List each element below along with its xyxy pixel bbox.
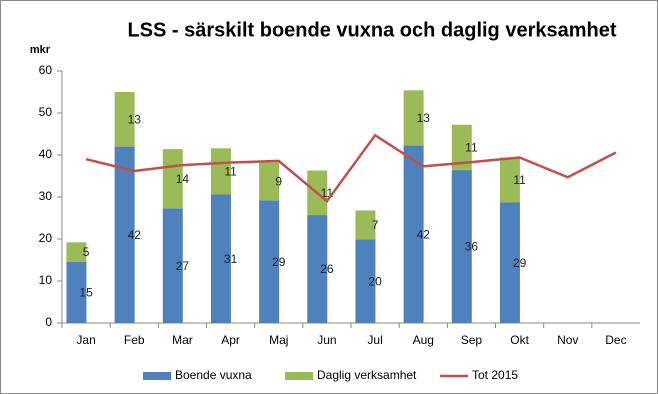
- x-tick-label: Nov: [557, 333, 578, 347]
- bar: [307, 215, 328, 323]
- chart-title: LSS - särskilt boende vuxna och daglig v…: [127, 19, 616, 41]
- bar: [162, 149, 183, 209]
- line: [85, 133, 617, 204]
- y-tick-label: 0: [45, 315, 52, 329]
- x-tick-label: Dec: [605, 333, 626, 347]
- data-label: 36: [465, 240, 479, 254]
- x-tick-label: Mar: [172, 333, 193, 347]
- data-label: 15: [79, 286, 93, 300]
- bar: [66, 261, 87, 323]
- x-tick-label: Aug: [413, 333, 434, 347]
- data-label: 13: [417, 111, 431, 125]
- data-label: 20: [368, 274, 382, 288]
- legend-label: Boende vuxna: [175, 368, 252, 382]
- data-label: 26: [320, 262, 334, 276]
- y-tick-label: 60: [39, 63, 53, 77]
- bar: [403, 145, 424, 323]
- bar: [451, 170, 472, 323]
- data-label: 42: [128, 228, 142, 242]
- data-label: 5: [83, 245, 90, 259]
- y-axis-label: mkr: [30, 44, 51, 56]
- bar: [259, 200, 280, 323]
- bar: [451, 124, 472, 171]
- x-tick-label: Sep: [461, 333, 483, 347]
- data-label: 11: [465, 141, 478, 155]
- data-label: 29: [513, 256, 527, 270]
- y-tick-label: 10: [39, 273, 53, 287]
- legend-swatch: [143, 372, 171, 380]
- y-tick-label: 30: [39, 189, 53, 203]
- bar: [355, 239, 376, 323]
- data-label: 13: [128, 112, 142, 126]
- data-label: 9: [275, 174, 282, 188]
- x-tick-label: Feb: [124, 333, 145, 347]
- bar: [210, 148, 231, 195]
- bar: [403, 90, 424, 146]
- bar: [210, 194, 231, 323]
- data-label: 11: [513, 173, 526, 187]
- data-label: 11: [224, 165, 237, 179]
- y-tick-label: 20: [39, 231, 53, 245]
- legend-label: Daglig verksamhet: [317, 368, 417, 382]
- bar: [162, 208, 183, 323]
- data-label: 29: [272, 255, 286, 269]
- y-tick-label: 50: [39, 105, 53, 119]
- legend-label: Tot 2015: [472, 368, 518, 382]
- x-tick-label: Apr: [221, 333, 240, 347]
- data-label: 7: [372, 218, 379, 232]
- data-label: 14: [176, 172, 190, 186]
- bar: [114, 146, 135, 323]
- bar: [114, 92, 135, 147]
- bar: [259, 162, 280, 201]
- data-label: 27: [176, 259, 190, 273]
- x-tick-label: Jan: [76, 333, 95, 347]
- x-tick-label: Jun: [317, 333, 336, 347]
- bar: [499, 202, 520, 323]
- bar: [355, 210, 376, 240]
- legend-swatch: [285, 372, 313, 380]
- x-tick-label: Maj: [269, 333, 288, 347]
- x-tick-label: Okt: [510, 333, 529, 347]
- x-tick-label: Jul: [367, 333, 382, 347]
- y-tick-label: 40: [39, 147, 53, 161]
- data-label: 31: [224, 252, 238, 266]
- bar: [499, 157, 520, 203]
- bar: [66, 242, 87, 262]
- data-label: 42: [417, 227, 431, 241]
